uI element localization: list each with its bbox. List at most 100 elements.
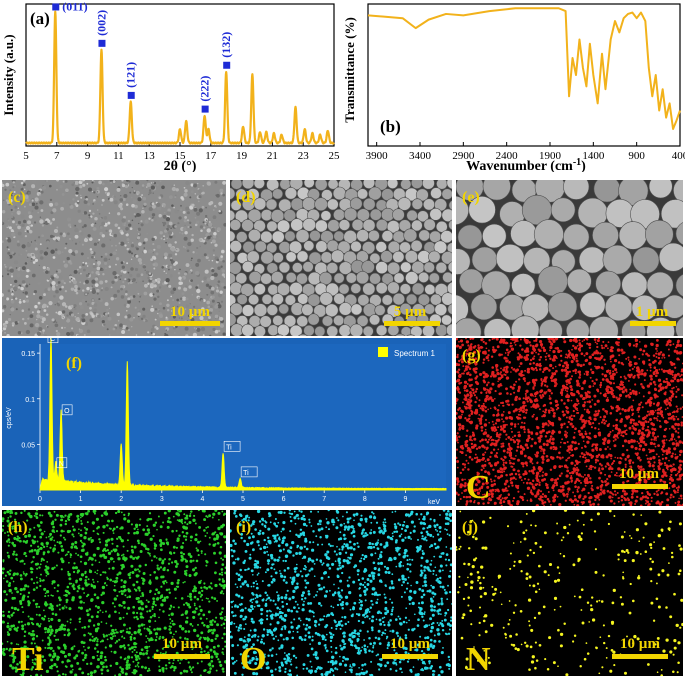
map-dot <box>663 480 667 484</box>
map-dot <box>526 499 529 502</box>
map-dot <box>456 417 458 420</box>
map-dot <box>106 638 109 641</box>
map-dot <box>569 356 571 359</box>
map-dot <box>467 344 470 347</box>
sem-grain <box>211 299 215 303</box>
map-dot <box>631 493 634 496</box>
map-dot <box>642 469 645 471</box>
map-dot <box>600 464 603 467</box>
map-dot <box>561 384 566 388</box>
map-dot <box>563 464 568 468</box>
sem-grain <box>150 185 155 190</box>
sem-grain <box>80 272 82 275</box>
map-dot <box>461 413 463 416</box>
sem-grain <box>131 326 133 328</box>
map-dot <box>541 347 543 349</box>
sem-grain <box>82 183 86 187</box>
map-dot <box>538 368 542 371</box>
sem-grain <box>214 243 218 247</box>
map-dot <box>461 478 464 482</box>
map-dot <box>673 410 676 414</box>
sem-grain <box>176 305 179 308</box>
map-dot <box>563 422 566 425</box>
sem-grain <box>168 275 170 277</box>
map-dot <box>680 368 683 372</box>
map-dot <box>578 343 582 347</box>
map-dot <box>509 504 513 506</box>
sem-grain <box>125 203 129 206</box>
sem-grain <box>86 286 90 291</box>
sem-grain <box>65 305 68 308</box>
map-dot <box>513 435 516 437</box>
map-dot <box>471 358 474 361</box>
map-dot <box>543 403 547 407</box>
map-dot <box>538 497 542 501</box>
map-dot <box>517 433 521 438</box>
map-dot <box>465 340 470 344</box>
sem-grain <box>172 287 177 292</box>
map-dot <box>676 503 680 506</box>
map-dot <box>599 352 602 355</box>
map-dot <box>490 483 494 488</box>
sem-grain <box>61 285 64 289</box>
sem-grain <box>19 186 23 189</box>
sem-grain <box>27 211 31 215</box>
sem-particle <box>296 250 309 263</box>
sem-grain <box>140 317 144 321</box>
map-dot <box>617 361 621 364</box>
sem-grain <box>124 185 128 189</box>
edx-ytick-label: 0.15 <box>21 351 35 358</box>
sem-grain <box>85 293 87 295</box>
map-dot <box>159 525 163 529</box>
sem-grain <box>78 266 82 269</box>
map-dot <box>567 487 571 491</box>
map-dot <box>653 438 656 441</box>
map-dot <box>86 521 89 524</box>
sem-particle <box>350 303 363 316</box>
map-dot <box>198 525 202 529</box>
sem-grain <box>188 270 192 274</box>
sem-grain <box>205 214 208 218</box>
map-dot <box>541 493 545 496</box>
map-dot <box>461 492 463 494</box>
sem-grain <box>78 219 82 223</box>
sem-grain <box>4 297 7 300</box>
map-dot <box>529 481 532 485</box>
panel-label-f: (f) <box>66 355 82 372</box>
map-dot <box>489 478 492 481</box>
map-dot <box>627 454 630 458</box>
map-dot <box>616 385 620 389</box>
map-dot <box>674 422 678 426</box>
map-dot <box>534 494 538 498</box>
sem-grain <box>7 238 12 243</box>
sem-grain <box>141 210 145 214</box>
sem-grain <box>210 241 213 244</box>
sem-grain <box>159 302 162 306</box>
sem-grain <box>203 226 206 229</box>
ftir-xlabel: Wavenumber (cm-1) <box>466 157 586 172</box>
sem-grain <box>104 302 109 307</box>
map-dot <box>654 359 657 363</box>
sem-particle <box>547 292 578 322</box>
map-dot <box>468 406 472 410</box>
map-dot <box>612 459 616 463</box>
map-dot <box>126 628 128 630</box>
map-dot <box>137 528 139 531</box>
map-dot <box>584 432 588 436</box>
map-dot <box>531 378 536 383</box>
map-dot <box>462 372 465 375</box>
sem-grain <box>93 219 96 222</box>
map-dot <box>594 498 597 502</box>
map-dot <box>53 539 56 542</box>
map-dot <box>542 410 545 413</box>
ftir-xtick-label: 400 <box>672 150 685 162</box>
map-dot <box>486 440 490 444</box>
sem-grain <box>170 227 172 229</box>
map-dot <box>457 363 461 367</box>
map-dot <box>668 383 672 386</box>
map-dot <box>551 437 555 441</box>
sem-grain <box>149 277 153 281</box>
map-dot <box>574 464 577 467</box>
map-dot <box>599 471 603 475</box>
map-dot <box>123 513 126 517</box>
